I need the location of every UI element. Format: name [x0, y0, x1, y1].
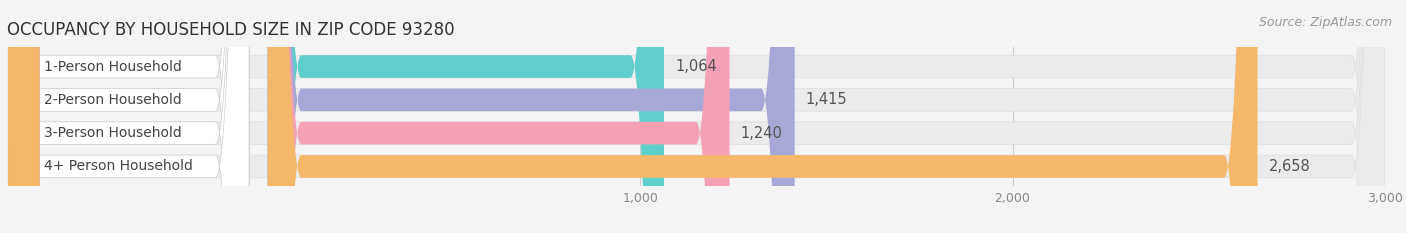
Text: 2-Person Household: 2-Person Household: [44, 93, 181, 107]
Text: 1,415: 1,415: [806, 92, 848, 107]
Circle shape: [8, 0, 39, 233]
Text: 1,064: 1,064: [675, 59, 717, 74]
FancyBboxPatch shape: [7, 0, 1385, 233]
FancyBboxPatch shape: [7, 0, 249, 233]
Text: 1,240: 1,240: [741, 126, 783, 141]
Circle shape: [8, 0, 39, 233]
Text: 3-Person Household: 3-Person Household: [44, 126, 181, 140]
Text: 2,658: 2,658: [1268, 159, 1310, 174]
Text: 1-Person Household: 1-Person Household: [44, 60, 181, 74]
FancyBboxPatch shape: [267, 0, 730, 233]
FancyBboxPatch shape: [7, 0, 249, 233]
Text: OCCUPANCY BY HOUSEHOLD SIZE IN ZIP CODE 93280: OCCUPANCY BY HOUSEHOLD SIZE IN ZIP CODE …: [7, 21, 454, 39]
FancyBboxPatch shape: [267, 0, 664, 233]
Text: Source: ZipAtlas.com: Source: ZipAtlas.com: [1258, 16, 1392, 29]
FancyBboxPatch shape: [267, 0, 794, 233]
FancyBboxPatch shape: [7, 0, 1385, 233]
Text: 4+ Person Household: 4+ Person Household: [44, 159, 193, 173]
Circle shape: [8, 0, 39, 233]
FancyBboxPatch shape: [7, 0, 249, 233]
FancyBboxPatch shape: [267, 0, 1257, 233]
FancyBboxPatch shape: [7, 0, 249, 233]
FancyBboxPatch shape: [7, 0, 1385, 233]
FancyBboxPatch shape: [7, 0, 1385, 233]
Circle shape: [8, 0, 39, 233]
